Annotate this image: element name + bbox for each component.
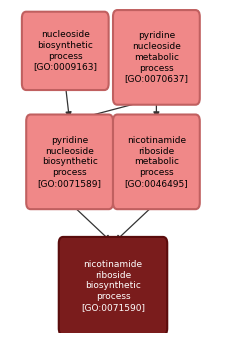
Text: nicotinamide
riboside
biosynthetic
process
[GO:0071590]: nicotinamide riboside biosynthetic proce… bbox=[81, 260, 144, 312]
FancyBboxPatch shape bbox=[58, 237, 166, 335]
FancyBboxPatch shape bbox=[112, 115, 199, 209]
FancyBboxPatch shape bbox=[112, 10, 199, 105]
FancyBboxPatch shape bbox=[26, 115, 112, 209]
Text: pyridine
nucleoside
metabolic
process
[GO:0070637]: pyridine nucleoside metabolic process [G… bbox=[124, 31, 188, 83]
FancyBboxPatch shape bbox=[22, 12, 108, 90]
Text: pyridine
nucleoside
biosynthetic
process
[GO:0071589]: pyridine nucleoside biosynthetic process… bbox=[37, 136, 101, 188]
Text: nucleoside
biosynthetic
process
[GO:0009163]: nucleoside biosynthetic process [GO:0009… bbox=[33, 30, 97, 71]
Text: nicotinamide
riboside
metabolic
process
[GO:0046495]: nicotinamide riboside metabolic process … bbox=[124, 136, 187, 188]
